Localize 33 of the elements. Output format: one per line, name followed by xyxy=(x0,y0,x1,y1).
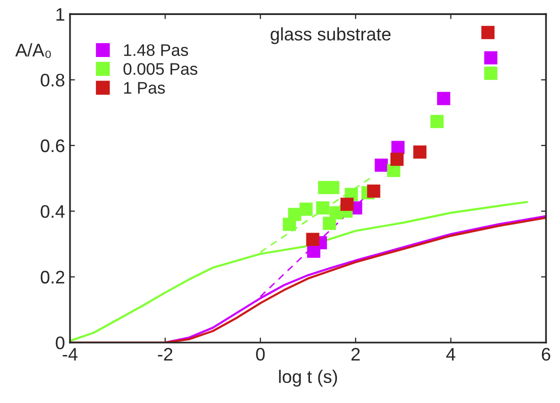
point xyxy=(316,201,330,214)
point xyxy=(413,145,426,159)
point xyxy=(390,152,404,166)
point xyxy=(306,232,320,246)
point xyxy=(367,184,380,198)
point xyxy=(374,158,388,172)
point xyxy=(340,198,354,211)
x-tick-label: -2 xyxy=(158,348,172,360)
x-tick-label: 2 xyxy=(351,348,360,360)
y-tick-label: 0.8 xyxy=(40,74,64,87)
point xyxy=(288,208,302,222)
y-tick-label: 0 xyxy=(56,336,64,350)
annotation: glass substrate xyxy=(270,27,391,44)
x-axis-title: log t (s) xyxy=(279,370,337,387)
point xyxy=(430,114,444,128)
y-tick-label: 0.4 xyxy=(40,205,65,218)
legend-label: 1 Pas xyxy=(124,82,165,94)
point xyxy=(484,66,498,80)
legend-label: 1.48 Pas xyxy=(124,44,188,56)
x-tick-label: 0 xyxy=(256,348,265,361)
y-tick-label: 1 xyxy=(56,8,64,21)
x-tick-label: -4 xyxy=(62,348,78,360)
point xyxy=(481,26,495,40)
point xyxy=(484,51,498,64)
point xyxy=(326,180,340,194)
point xyxy=(437,92,450,106)
y-tick-label: 0.6 xyxy=(40,139,64,152)
y-tick-label: 0.2 xyxy=(40,270,64,284)
point xyxy=(300,202,313,216)
x-tick-label: 4 xyxy=(446,348,456,360)
legend-label: 0.005 Pas xyxy=(124,63,198,75)
y-axis-title: A/A₀ xyxy=(15,43,51,58)
x-tick-label: 6 xyxy=(542,348,550,361)
